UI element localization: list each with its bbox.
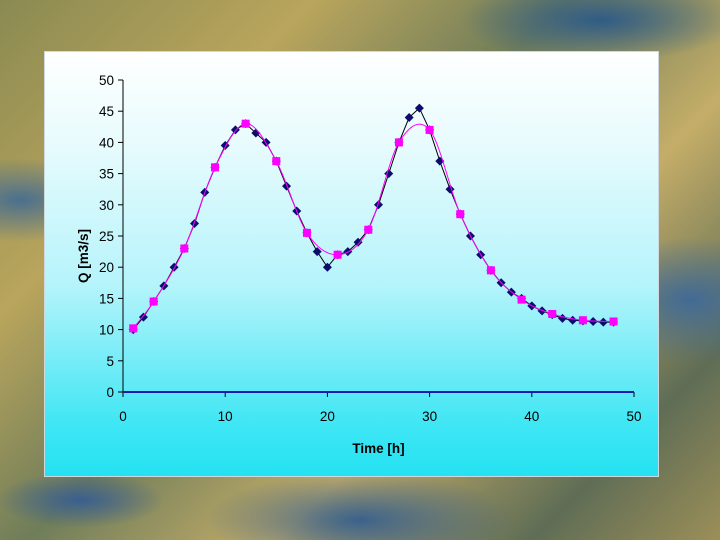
y-tick-label: 50 — [99, 73, 114, 88]
data-point-simulated — [364, 225, 373, 234]
data-point-simulated — [486, 266, 495, 275]
data-point-observed — [282, 181, 292, 191]
y-tick-label: 20 — [99, 260, 114, 275]
data-point-observed — [537, 306, 547, 316]
data-point-observed — [230, 125, 240, 135]
y-tick-label: 5 — [106, 354, 114, 369]
data-point-simulated — [129, 324, 138, 333]
data-point-simulated — [456, 210, 465, 219]
data-point-simulated — [425, 125, 434, 134]
data-point-observed — [312, 247, 322, 257]
y-axis-label: Q [m3/s] — [76, 229, 91, 283]
series-simulated — [129, 119, 618, 333]
data-point-observed — [557, 313, 567, 323]
data-point-simulated — [149, 297, 158, 306]
data-point-observed — [190, 219, 200, 229]
y-tick-label: 40 — [99, 135, 114, 150]
y-tick-label: 0 — [106, 385, 114, 400]
x-tick-label: 20 — [320, 409, 335, 424]
data-point-observed — [568, 315, 578, 325]
data-point-observed — [220, 141, 230, 151]
y-tick-label: 15 — [99, 291, 114, 306]
data-point-simulated — [548, 310, 557, 318]
x-tick-label: 50 — [626, 409, 641, 424]
data-point-observed — [435, 156, 445, 166]
data-point-simulated — [517, 295, 526, 304]
x-tick-label: 40 — [524, 409, 539, 424]
data-point-simulated — [578, 316, 587, 325]
data-point-simulated — [241, 119, 250, 128]
y-axis-ticks: 0 5 10 15 20 25 30 35 40 45 50 — [99, 73, 123, 400]
y-tick-label: 35 — [99, 167, 114, 182]
data-point-simulated — [272, 157, 281, 166]
x-tick-label: 0 — [119, 409, 127, 424]
data-point-observed — [414, 103, 424, 113]
x-axis-label: Time [h] — [352, 441, 404, 456]
chart-panel: 0 5 10 15 20 25 30 35 40 45 50 0 10 20 30 40 50 Time [h… — [44, 51, 659, 477]
data-point-observed — [598, 317, 608, 327]
data-point-observed — [353, 237, 363, 247]
data-point-simulated — [394, 138, 403, 147]
data-point-simulated — [333, 250, 342, 259]
data-point-observed — [374, 200, 383, 210]
x-axis-ticks: 0 10 20 30 40 50 — [119, 392, 642, 424]
discharge-chart: 0 5 10 15 20 25 30 35 40 45 50 0 10 20 30 40 50 Time [h… — [76, 73, 642, 456]
x-tick-label: 10 — [218, 409, 233, 424]
x-tick-label: 30 — [422, 409, 437, 424]
y-tick-label: 30 — [99, 198, 114, 213]
data-point-simulated — [180, 244, 189, 253]
data-point-observed — [404, 112, 414, 122]
y-tick-label: 45 — [99, 104, 114, 119]
data-point-simulated — [302, 228, 311, 237]
y-tick-label: 25 — [99, 229, 114, 244]
data-point-observed — [384, 169, 394, 179]
series-line-simulated — [132, 123, 614, 329]
data-point-simulated — [609, 317, 618, 326]
data-point-observed — [169, 262, 179, 272]
data-point-simulated — [210, 163, 219, 172]
y-tick-label: 10 — [99, 323, 114, 338]
data-point-observed — [322, 262, 332, 272]
